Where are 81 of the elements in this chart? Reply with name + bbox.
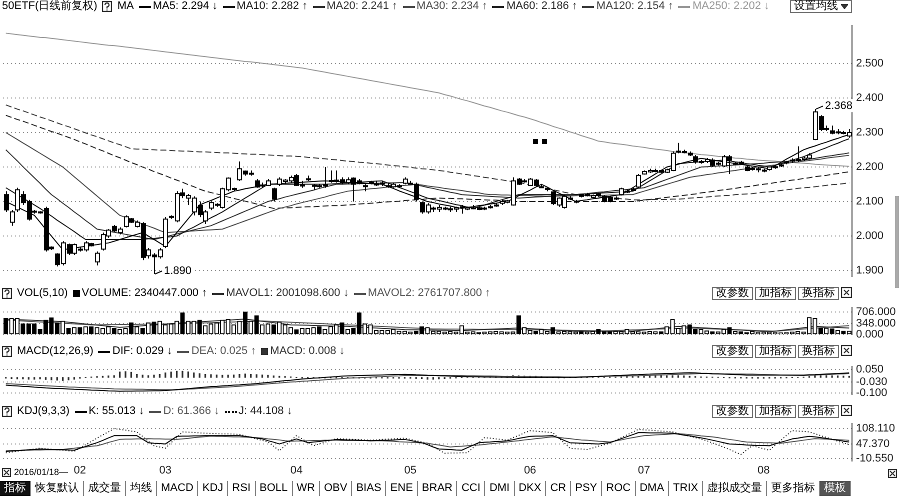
legend-label: MA120: 2.154 ↑ <box>596 0 674 13</box>
x-tick-label: 03 <box>159 464 172 476</box>
y-tick-label: 1.900 <box>856 264 884 277</box>
x-tick-label: 06 <box>524 464 536 476</box>
legend-label: MA20: 2.241 ↑ <box>326 0 398 13</box>
legend-label: MAVOL2: 2761707.800 ↑ <box>368 287 491 300</box>
y-tick-label: 2.000 <box>856 230 884 242</box>
legend-title: MA <box>117 0 134 13</box>
text: ENE <box>386 481 418 496</box>
text: BOLL <box>256 481 293 496</box>
legend-label: D: 61.366 ↓ <box>163 405 220 418</box>
text: 2016/01/18— <box>14 467 68 478</box>
legend-label: MA5: 2.294 ↓ <box>152 0 218 13</box>
text: 更多指标 <box>767 481 820 496</box>
x-tick-label: 04 <box>290 464 303 476</box>
y-tick-label: 108.110 <box>856 422 895 435</box>
text: 1.890 <box>164 265 192 278</box>
text: DMA <box>636 481 670 496</box>
legend-label: J: 44.108 ↓ <box>238 405 292 418</box>
y-tick-label: 706.000 <box>856 306 896 318</box>
x-tick-label: 02 <box>74 464 86 476</box>
legend-label: MAVOL1: 2001098.600 ↓ <box>226 287 349 300</box>
y-tick-label: 348.000 <box>856 317 896 330</box>
legend-label: MA60: 2.186 ↑ <box>506 0 578 13</box>
text: MACD <box>157 481 198 496</box>
text: BIAS <box>352 481 386 496</box>
text: 加指标 <box>755 287 796 300</box>
x-tick-label: 05 <box>404 464 417 476</box>
chart-title: 50ETF(日线前复权) <box>2 0 98 13</box>
legend-title: VOL(5,10) <box>17 287 68 300</box>
y-tick-label: -0.030 <box>856 376 888 388</box>
text: 虚拟成交量 <box>703 481 768 496</box>
y-tick-label: 2.300 <box>856 126 884 139</box>
y-tick-label: 0.050 <box>856 364 884 376</box>
text: 模板 <box>820 481 852 496</box>
legend-label: MA10: 2.282 ↑ <box>236 0 308 13</box>
text: 改参数 <box>712 345 753 358</box>
y-tick-label: 47.370 <box>856 438 890 450</box>
legend-label: MA30: 2.234 ↑ <box>416 0 488 13</box>
text: 加指标 <box>755 345 796 358</box>
legend-label: MACD: 0.008 ↓ <box>270 345 345 358</box>
text: BRAR <box>418 481 458 496</box>
x-tick-label: 08 <box>758 464 770 476</box>
text: OBV <box>320 481 352 496</box>
text: TRIX <box>669 481 704 496</box>
text: CCI <box>457 481 486 496</box>
text: PSY <box>571 481 602 496</box>
legend-label: VOLUME: 2340447.000 ↑ <box>82 287 208 300</box>
text: 加指标 <box>755 405 796 418</box>
legend-label: MA250: 2.202 ↓ <box>692 0 770 13</box>
legend-label: DEA: 0.025 ↑ <box>191 345 256 358</box>
text: DMI <box>485 481 515 496</box>
text: 成交量 <box>84 481 126 496</box>
text: RSI <box>228 481 256 496</box>
text: 改参数 <box>712 287 753 300</box>
y-tick-label: -0.100 <box>856 386 888 399</box>
text: KDJ <box>198 481 228 496</box>
text: 2.368 <box>824 100 852 112</box>
y-tick-label: 2.200 <box>856 161 884 174</box>
legend-title: MACD(12,26,9) <box>17 345 94 358</box>
text: 指标 <box>0 481 31 496</box>
text: 恢复默认 <box>31 481 84 496</box>
text: ROC <box>602 481 636 496</box>
text: 设置均线 <box>790 0 852 13</box>
y-tick-label: 2.100 <box>856 196 884 208</box>
text: 换指标 <box>798 405 839 418</box>
y-tick-label: 0.000 <box>856 328 884 340</box>
legend-label: K: 55.013 ↓ <box>88 405 144 418</box>
text: WR <box>292 481 320 496</box>
y-tick-label: -10.550 <box>856 452 894 464</box>
text: 换指标 <box>798 345 839 358</box>
text: 改参数 <box>712 405 753 418</box>
text: CR <box>546 481 572 496</box>
text: DKX <box>514 481 546 496</box>
y-tick-label: 2.400 <box>856 92 884 104</box>
text: 均线 <box>126 481 157 496</box>
legend-title: KDJ(9,3,3) <box>17 405 70 418</box>
legend-label: DIF: 0.029 ↓ <box>112 345 172 358</box>
y-tick-label: 2.500 <box>856 58 884 70</box>
text: 换指标 <box>798 287 839 300</box>
x-tick-label: 07 <box>638 464 650 476</box>
